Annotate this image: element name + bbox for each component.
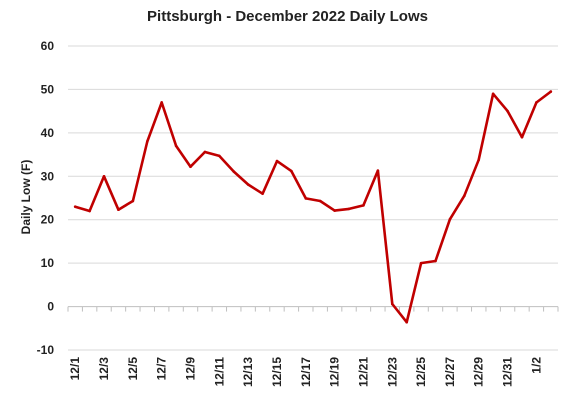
data-point	[477, 158, 481, 162]
data-point	[304, 197, 308, 200]
y-tick-label: -10	[37, 343, 55, 357]
y-tick-label: 30	[41, 169, 55, 183]
x-tick-label: 12/9	[184, 357, 198, 381]
data-point	[131, 199, 135, 203]
data-point	[232, 170, 236, 173]
data-point	[88, 209, 91, 213]
x-tick-label: 12/29	[472, 357, 486, 387]
x-tick-label: 12/19	[328, 357, 342, 387]
x-tick-label: 12/15	[270, 357, 284, 387]
data-point	[463, 194, 466, 198]
x-axis	[67, 306, 559, 312]
data-point	[549, 90, 553, 93]
y-tick-label: 50	[41, 82, 55, 96]
y-tick-label: 40	[41, 126, 55, 140]
data-point	[218, 154, 221, 158]
data-point	[145, 140, 149, 143]
data-point	[376, 169, 380, 172]
data-point	[448, 217, 452, 221]
data-point	[520, 135, 524, 139]
data-point	[535, 101, 538, 104]
x-tick-label: 12/27	[443, 357, 457, 387]
x-tick-label: 12/5	[126, 357, 140, 381]
x-tick-label: 12/23	[385, 357, 399, 387]
x-tick-labels: 12/1 12/3 12/5 12/7 12/9 12/11 12/13 12/15 12/17…	[68, 357, 543, 387]
x-tick-label: 12/1	[68, 357, 82, 381]
data-point	[333, 209, 336, 212]
x-tick-label: 12/7	[155, 357, 169, 381]
data-point	[246, 183, 250, 186]
data-point	[189, 165, 192, 169]
data-point	[362, 204, 365, 207]
y-tick-label: 0	[47, 300, 54, 314]
y-tick-label: 60	[41, 39, 55, 53]
x-tick-label: 12/3	[97, 357, 111, 381]
data-point	[117, 208, 120, 212]
x-tick-label: 12/21	[356, 357, 370, 387]
data-point	[434, 259, 437, 263]
data-point	[203, 150, 207, 154]
data-point	[73, 205, 77, 208]
data-point	[275, 159, 279, 163]
data-point	[318, 199, 322, 203]
x-tick-label: 12/13	[241, 357, 255, 387]
x-tick-label: 12/17	[299, 357, 313, 387]
y-tick-label: 10	[41, 256, 55, 270]
data-point	[290, 169, 293, 173]
data-point	[405, 320, 408, 324]
data-point	[419, 261, 423, 265]
data-point	[347, 207, 351, 211]
y-tick-labels: -10 0 10 20 30 40 50 60	[37, 39, 55, 357]
series-line	[73, 90, 553, 324]
x-tick-label: 1/2	[529, 357, 543, 374]
data-point	[506, 109, 509, 113]
series-layer	[73, 90, 553, 324]
gridlines	[68, 45, 558, 351]
data-point	[174, 144, 178, 148]
data-point	[261, 192, 264, 195]
data-point	[390, 302, 394, 306]
chart-title: Pittsburgh - December 2022 Daily Lows	[147, 8, 428, 25]
x-tick-label: 12/25	[414, 357, 428, 387]
x-tick-label: 12/11	[212, 357, 226, 387]
data-point	[491, 92, 495, 96]
x-tick-label: 12/31	[501, 357, 515, 387]
data-point	[102, 174, 106, 178]
y-tick-label: 20	[41, 213, 55, 227]
data-point	[160, 101, 163, 104]
